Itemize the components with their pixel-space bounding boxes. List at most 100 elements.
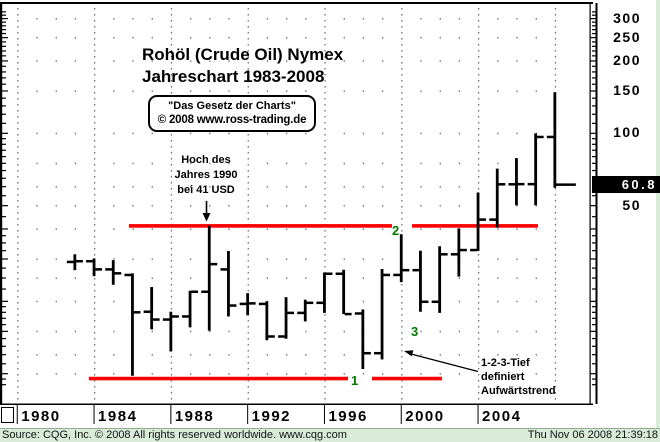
grid-dot bbox=[401, 386, 403, 388]
grid-dot bbox=[17, 164, 19, 166]
grid-dot bbox=[554, 26, 557, 28]
arrow-trend-head bbox=[404, 350, 414, 357]
left-axis-tick bbox=[2, 25, 6, 27]
grid-dot bbox=[228, 90, 230, 92]
grid-dot bbox=[324, 212, 326, 214]
grid-dot bbox=[439, 186, 441, 188]
scrollbar-corner[interactable] bbox=[1, 407, 14, 423]
price-axis-tick bbox=[592, 324, 596, 326]
grid-dot bbox=[324, 128, 326, 130]
grid-dot bbox=[554, 362, 557, 364]
grid-dot bbox=[170, 266, 173, 268]
grid-dot bbox=[478, 14, 480, 16]
grid-dot bbox=[401, 20, 403, 22]
price-axis-tick bbox=[592, 71, 596, 73]
ohlc-close-tick-2002 bbox=[440, 253, 448, 256]
price-axis-tick bbox=[590, 132, 596, 134]
ohlc-open-tick-1988 bbox=[162, 318, 170, 321]
grid-dot bbox=[497, 37, 499, 39]
grid-dot bbox=[94, 362, 96, 364]
grid-dot bbox=[94, 398, 96, 400]
grid-dot bbox=[209, 162, 211, 165]
grid-dot bbox=[362, 373, 365, 375]
grid-dot bbox=[305, 228, 307, 230]
grid-dot bbox=[17, 380, 19, 382]
grid-dot bbox=[170, 74, 173, 76]
grid-dot bbox=[401, 56, 403, 58]
grid-dot bbox=[554, 344, 557, 346]
grid-dot bbox=[228, 373, 230, 375]
grid-dot bbox=[17, 224, 19, 226]
grid-dot bbox=[554, 374, 557, 376]
status-bar: Source: CQG, Inc. © 2008 All rights rese… bbox=[0, 428, 660, 442]
grid-dot bbox=[94, 344, 96, 346]
grid-dot bbox=[516, 330, 518, 333]
grid-dot bbox=[209, 132, 211, 135]
ohlc-open-tick-1993 bbox=[258, 302, 266, 306]
grid-dot bbox=[286, 228, 288, 230]
grid-dot bbox=[190, 162, 192, 165]
grid-dot bbox=[401, 122, 403, 124]
grid-dot bbox=[94, 314, 96, 316]
grid-dot bbox=[286, 277, 288, 279]
plot-border-bottom bbox=[0, 403, 593, 405]
grid-dot bbox=[401, 308, 403, 310]
grid-dot bbox=[266, 354, 269, 356]
grid-dot bbox=[190, 228, 192, 230]
grid-dot bbox=[170, 290, 173, 292]
grid-dot bbox=[324, 146, 326, 148]
grid-dot bbox=[554, 350, 557, 352]
ohlc-open-tick-2004 bbox=[470, 248, 478, 252]
grid-dot bbox=[17, 188, 19, 190]
grid-dot bbox=[17, 152, 19, 154]
grid-dot bbox=[247, 74, 249, 76]
price-axis-tick bbox=[592, 354, 596, 356]
grid-dot bbox=[17, 398, 19, 400]
grid-dot bbox=[554, 56, 557, 58]
grid-dot bbox=[343, 162, 345, 165]
grid-dot bbox=[94, 302, 96, 304]
grid-dot bbox=[247, 56, 249, 58]
ohlc-close-tick-1983 bbox=[75, 259, 83, 263]
grid-dot bbox=[343, 90, 345, 92]
grid-dot bbox=[132, 90, 134, 92]
grid-dot bbox=[247, 146, 249, 148]
support-line-1 bbox=[89, 376, 348, 381]
grid-dot bbox=[132, 162, 134, 165]
left-axis-tick bbox=[2, 132, 8, 134]
grid-dot bbox=[36, 132, 38, 135]
grid-dot bbox=[324, 62, 326, 64]
price-axis-label-150: 150 bbox=[613, 81, 641, 98]
grid-dot bbox=[478, 56, 480, 58]
grid-dot bbox=[497, 60, 499, 62]
left-axis-tick bbox=[2, 77, 6, 79]
grid-dot bbox=[94, 374, 96, 376]
grid-dot bbox=[94, 332, 96, 334]
grid-dot bbox=[170, 254, 173, 256]
left-axis-tick bbox=[2, 384, 6, 386]
grid-dot bbox=[190, 373, 192, 375]
grid-dot bbox=[324, 200, 326, 202]
grid-dot bbox=[55, 37, 57, 39]
grid-dot bbox=[36, 373, 38, 375]
grid-dot bbox=[458, 354, 461, 356]
grid-dot bbox=[74, 18, 77, 20]
grid-dot bbox=[247, 50, 249, 52]
grid-dot bbox=[401, 86, 403, 88]
grid-dot bbox=[190, 37, 192, 39]
grid-dot bbox=[478, 86, 480, 88]
grid-dot bbox=[94, 350, 96, 352]
grid-dot bbox=[516, 354, 518, 356]
chart-canvas[interactable] bbox=[0, 0, 656, 428]
grid-dot bbox=[94, 290, 96, 292]
grid-dot bbox=[94, 122, 96, 124]
grid-dot bbox=[439, 132, 441, 135]
grid-dot bbox=[324, 236, 326, 238]
grid-dot bbox=[228, 60, 230, 62]
grid-dot bbox=[535, 354, 537, 356]
grid-dot bbox=[55, 330, 57, 333]
grid-dot bbox=[74, 132, 77, 135]
grid-dot bbox=[36, 37, 38, 39]
grid-dot bbox=[170, 134, 173, 136]
